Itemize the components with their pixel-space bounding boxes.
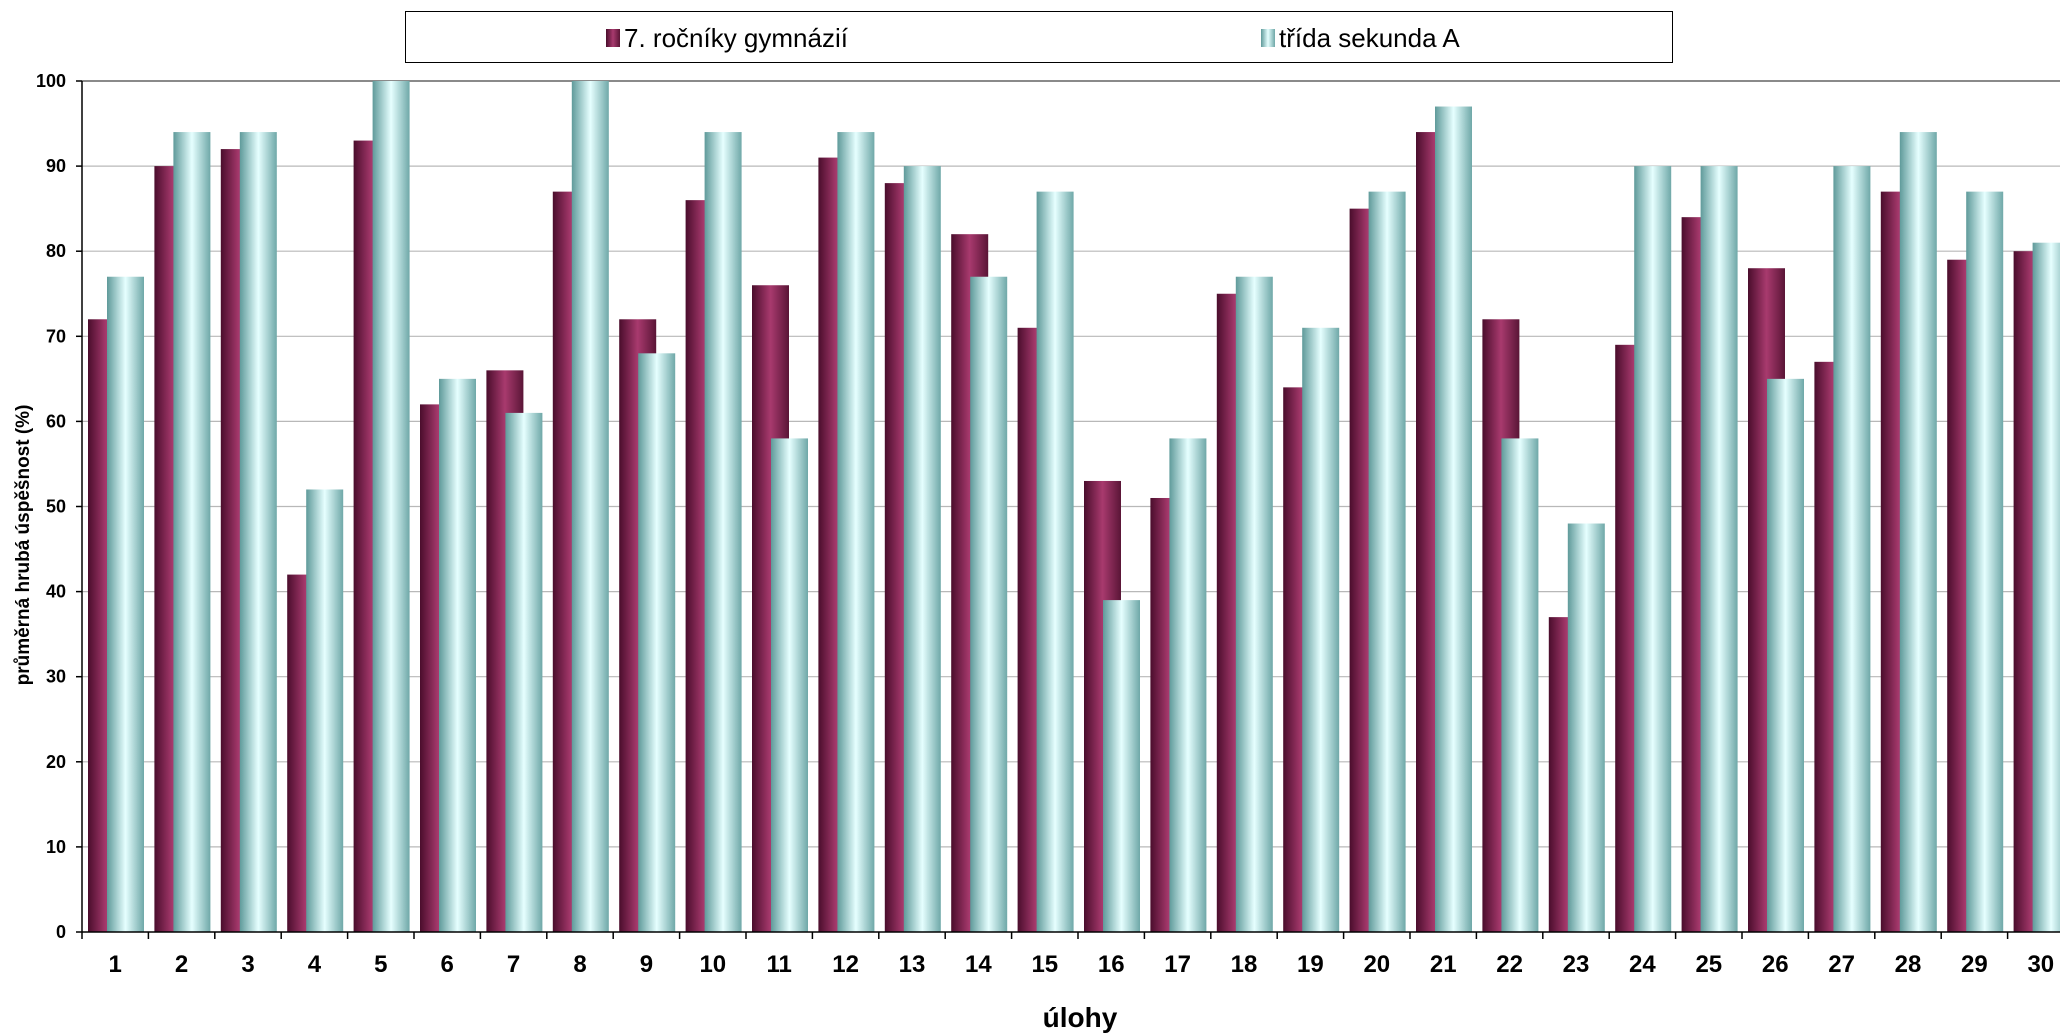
bar-series-b <box>1302 327 1340 932</box>
x-tick-label: 6 <box>441 951 454 978</box>
bar-series-b <box>1833 166 1871 933</box>
bar-series-b <box>1501 438 1539 932</box>
bar-series-b <box>1700 166 1738 933</box>
y-tick-label: 50 <box>46 497 66 517</box>
x-tick-label: 4 <box>308 951 322 978</box>
x-tick-label: 8 <box>573 951 586 978</box>
bar-series-b <box>1235 276 1273 933</box>
bar-series-b <box>1767 378 1804 933</box>
y-tick-label: 20 <box>46 752 66 772</box>
y-tick-label: 0 <box>56 922 66 942</box>
bar-series-b <box>1966 191 2004 932</box>
x-tick-label: 21 <box>1430 951 1457 978</box>
bar-series-b <box>2032 242 2060 932</box>
bar-series-b <box>1634 166 1672 933</box>
x-tick-label: 12 <box>832 951 859 978</box>
y-tick-label: 60 <box>46 411 66 431</box>
x-tick-labels: 1 2 3 4 5 6 7 8 9 10 11 12 13 14 15 16 17 18 19 20 21 22 23 24 2… <box>109 951 2055 978</box>
bar-series-b <box>1036 191 1074 932</box>
bar-series-b <box>306 489 344 932</box>
bar-series-b <box>903 166 941 933</box>
y-tick-label: 100 <box>36 71 66 91</box>
bar-series-b <box>1368 191 1406 932</box>
bar-series-b <box>107 276 144 933</box>
x-axis-title: úlohy <box>1042 1002 1118 1033</box>
x-tick-label: 30 <box>2027 951 2054 978</box>
bar-series-b <box>1435 106 1472 932</box>
x-tick-label: 10 <box>699 951 726 978</box>
x-tick-label: 26 <box>1762 951 1789 978</box>
x-tick-label: 22 <box>1496 951 1523 978</box>
bar-series-b <box>1103 600 1140 932</box>
x-tick-label: 7 <box>507 951 520 978</box>
legend-swatch-series-a <box>606 29 620 47</box>
x-tick-label: 20 <box>1363 951 1390 978</box>
bar-series-b <box>1567 523 1605 932</box>
x-tick-label: 18 <box>1231 951 1258 978</box>
y-tick-label: 30 <box>46 667 66 687</box>
x-tick-label: 3 <box>241 951 254 978</box>
bar-series-b <box>837 132 875 932</box>
x-tick-label: 2 <box>175 951 188 978</box>
x-tick-label: 29 <box>1961 951 1988 978</box>
x-tick-label: 5 <box>374 951 387 978</box>
x-tick-label: 17 <box>1164 951 1191 978</box>
legend-item-series-a: 7. ročníky gymnázií <box>606 12 848 64</box>
bar-series-b <box>239 132 277 932</box>
y-tick-labels: 0 10 20 30 40 50 60 70 80 90 100 <box>36 71 66 942</box>
x-tick-label: 25 <box>1695 951 1722 978</box>
legend-swatch-series-b <box>1261 29 1275 47</box>
x-tick-label: 14 <box>965 951 992 978</box>
x-tick-label: 16 <box>1098 951 1125 978</box>
bar-series-b <box>704 132 742 932</box>
bar-series-b <box>1899 132 1937 932</box>
y-axis-title: průměrná hrubá úspěšnost (%) <box>13 404 34 686</box>
bar-series-b <box>372 81 410 932</box>
x-tick-label: 1 <box>109 951 122 978</box>
axes <box>76 80 2060 939</box>
y-tick-label: 40 <box>46 582 66 602</box>
y-tick-label: 90 <box>46 156 66 176</box>
bars <box>88 81 2060 933</box>
bar-series-b <box>571 81 609 932</box>
y-tick-label: 10 <box>46 837 66 857</box>
bar-series-b <box>970 276 1008 933</box>
x-tick-label: 27 <box>1828 951 1855 978</box>
y-tick-label: 80 <box>46 241 66 261</box>
x-tick-label: 24 <box>1629 951 1656 978</box>
x-tick-label: 11 <box>767 951 792 978</box>
bar-series-b <box>439 378 476 933</box>
y-tick-label: 70 <box>46 326 66 346</box>
legend: 7. ročníky gymnázií třída sekunda A <box>405 11 1673 63</box>
bar-series-b <box>771 438 808 932</box>
x-tick-label: 15 <box>1031 951 1058 978</box>
x-tick-label: 9 <box>640 951 653 978</box>
bar-series-b <box>173 132 211 932</box>
legend-label-series-a: 7. ročníky gymnázií <box>624 22 848 53</box>
x-tick-label: 28 <box>1895 951 1922 978</box>
x-tick-label: 23 <box>1563 951 1590 978</box>
x-tick-label: 19 <box>1297 951 1324 978</box>
x-tick-label: 13 <box>899 951 926 978</box>
bar-series-b <box>1169 438 1207 932</box>
legend-label-series-b: třída sekunda A <box>1279 22 1460 53</box>
legend-item-series-b: třída sekunda A <box>1261 12 1460 64</box>
bar-series-b <box>638 353 676 932</box>
bar-series-b <box>505 412 543 932</box>
